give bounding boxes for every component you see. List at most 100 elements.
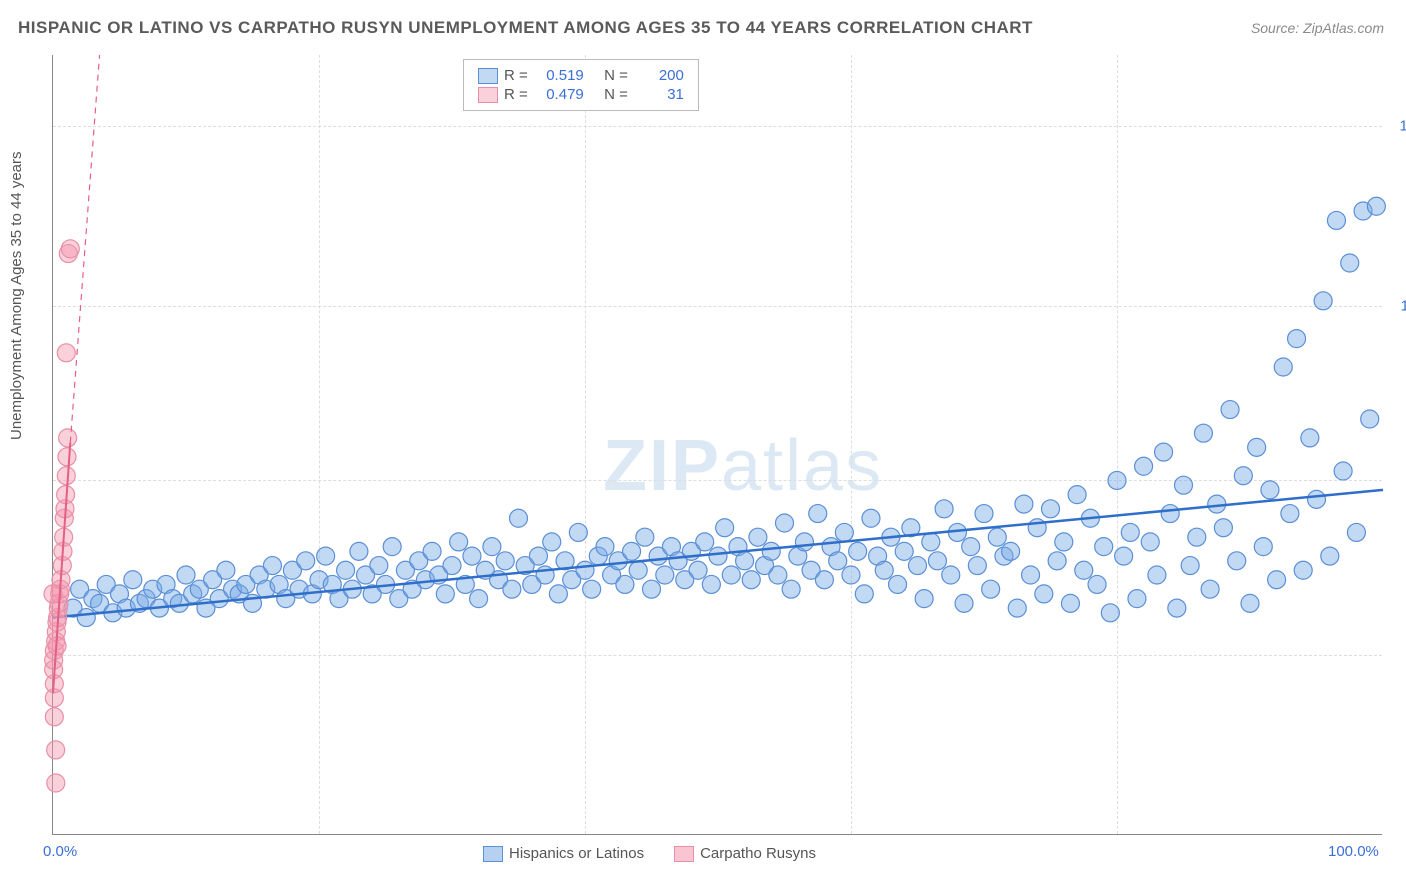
data-point <box>503 580 521 598</box>
data-point <box>1175 476 1193 494</box>
legend-swatch <box>483 846 503 862</box>
data-point <box>596 538 614 556</box>
data-point <box>968 557 986 575</box>
data-point <box>1241 594 1259 612</box>
data-point <box>436 585 454 603</box>
data-point <box>1141 533 1159 551</box>
data-point <box>177 566 195 584</box>
trend-line <box>53 490 1383 618</box>
data-point <box>337 561 355 579</box>
legend-swatch <box>674 846 694 862</box>
legend-series: Hispanics or Latinos Carpatho Rusyns <box>483 845 816 862</box>
data-point <box>915 590 933 608</box>
plot-area: ZIPatlas 3.8%7.5%11.2%15.0%0.0%100.0% R … <box>52 55 1382 835</box>
data-point <box>217 561 235 579</box>
data-point <box>1274 358 1292 376</box>
data-point <box>1042 500 1060 518</box>
data-point <box>889 575 907 593</box>
data-point <box>722 566 740 584</box>
data-point <box>1135 457 1153 475</box>
data-point <box>1075 561 1093 579</box>
xtick-label: 0.0% <box>43 843 77 860</box>
stat-r-value: 0.519 <box>534 67 584 84</box>
data-point <box>1115 547 1133 565</box>
data-point <box>955 594 973 612</box>
data-point <box>543 533 561 551</box>
data-point <box>975 505 993 523</box>
data-point <box>1008 599 1026 617</box>
data-point <box>370 557 388 575</box>
data-point <box>815 571 833 589</box>
stat-n-value: 200 <box>634 67 684 84</box>
data-point <box>463 547 481 565</box>
data-point <box>57 344 75 362</box>
data-point <box>1301 429 1319 447</box>
data-point <box>835 523 853 541</box>
legend-stats: R =0.519 N =200R =0.479 N =31 <box>463 59 699 111</box>
data-point <box>124 571 142 589</box>
stat-n-value: 31 <box>634 86 684 103</box>
data-point <box>350 542 368 560</box>
data-point <box>656 566 674 584</box>
data-point <box>795 533 813 551</box>
data-point <box>849 542 867 560</box>
data-point <box>1254 538 1272 556</box>
data-point <box>1327 211 1345 229</box>
data-point <box>962 538 980 556</box>
data-point <box>1035 585 1053 603</box>
data-point <box>623 542 641 560</box>
legend-label: Carpatho Rusyns <box>700 845 816 862</box>
data-point <box>809 505 827 523</box>
stat-n-label: N = <box>604 67 628 84</box>
data-point <box>1367 197 1385 215</box>
stat-r-label: R = <box>504 86 528 103</box>
data-point <box>1161 505 1179 523</box>
ytick-label: 3.8% <box>1387 647 1406 664</box>
legend-swatch <box>478 87 498 103</box>
data-point <box>769 566 787 584</box>
data-point <box>776 514 794 532</box>
data-point <box>636 528 654 546</box>
data-point <box>1088 575 1106 593</box>
data-point <box>549 585 567 603</box>
data-point <box>263 557 281 575</box>
data-point <box>1121 523 1139 541</box>
data-point <box>616 575 634 593</box>
data-point <box>510 509 528 527</box>
legend-stat-row: R =0.519 N =200 <box>478 67 684 84</box>
data-point <box>1228 552 1246 570</box>
data-point <box>702 575 720 593</box>
data-point <box>1347 523 1365 541</box>
data-point <box>1341 254 1359 272</box>
data-point <box>875 561 893 579</box>
data-point <box>742 571 760 589</box>
stat-r-value: 0.479 <box>534 86 584 103</box>
data-point <box>496 552 514 570</box>
legend-label: Hispanics or Latinos <box>509 845 644 862</box>
data-point <box>1061 594 1079 612</box>
ytick-label: 11.2% <box>1387 297 1406 314</box>
data-point <box>1194 424 1212 442</box>
legend-stat-row: R =0.479 N =31 <box>478 86 684 103</box>
data-point <box>942 566 960 584</box>
scatter-layer <box>53 55 1382 834</box>
data-point <box>842 566 860 584</box>
data-point <box>1095 538 1113 556</box>
data-point <box>1015 495 1033 513</box>
data-point <box>1048 552 1066 570</box>
data-point <box>1128 590 1146 608</box>
data-point <box>1101 604 1119 622</box>
data-point <box>1234 467 1252 485</box>
ytick-label: 15.0% <box>1387 117 1406 134</box>
data-point <box>443 557 461 575</box>
data-point <box>749 528 767 546</box>
data-point <box>862 509 880 527</box>
data-point <box>689 561 707 579</box>
data-point <box>423 542 441 560</box>
data-point <box>922 533 940 551</box>
data-point <box>1314 292 1332 310</box>
legend-item: Hispanics or Latinos <box>483 845 644 862</box>
data-point <box>696 533 714 551</box>
data-point <box>1068 486 1086 504</box>
data-point <box>576 561 594 579</box>
